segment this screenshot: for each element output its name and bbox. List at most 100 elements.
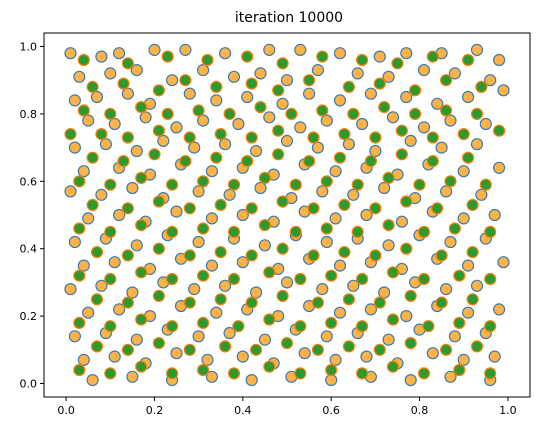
orange-point <box>294 43 307 57</box>
orange-point <box>188 283 201 296</box>
orange-point <box>112 303 126 316</box>
green-point <box>440 343 453 356</box>
orange-point <box>333 47 347 60</box>
green-point <box>121 296 135 309</box>
orange-point <box>294 121 307 134</box>
green-point <box>404 337 417 350</box>
green-point <box>197 316 210 329</box>
green-point <box>382 219 395 232</box>
orange-point <box>130 239 143 252</box>
y-tick-label: 0.0 <box>20 378 38 391</box>
orange-point <box>64 185 77 198</box>
green-point <box>250 343 263 356</box>
orange-point <box>130 333 143 346</box>
orange-point <box>444 235 457 249</box>
green-point <box>152 84 165 97</box>
orange-point <box>426 347 439 360</box>
orange-point <box>484 74 497 87</box>
axes-frame <box>43 32 531 398</box>
orange-point <box>205 259 218 272</box>
orange-point <box>382 333 395 346</box>
green-point <box>386 360 400 373</box>
green-point <box>333 151 347 164</box>
green-point <box>272 84 285 97</box>
green-point <box>245 296 258 309</box>
green-point <box>325 363 338 377</box>
orange-point <box>121 87 135 100</box>
orange-point <box>68 141 82 154</box>
green-point <box>272 124 285 137</box>
green-point <box>409 107 422 121</box>
green-point <box>400 195 413 208</box>
x-tick-label: 0.8 <box>411 404 429 417</box>
orange-point <box>444 370 457 383</box>
orange-point <box>236 350 249 363</box>
green-point <box>470 340 484 353</box>
orange-point <box>68 330 82 343</box>
green-point <box>121 343 135 356</box>
orange-point <box>245 374 258 387</box>
orange-point <box>431 97 444 110</box>
green-point <box>73 175 86 188</box>
orange-point <box>457 165 470 178</box>
green-point <box>369 131 382 144</box>
green-point <box>453 269 466 282</box>
green-point <box>135 219 148 232</box>
green-point <box>152 289 165 302</box>
x-tick-label: 0.2 <box>146 404 164 417</box>
green-point <box>316 50 329 63</box>
green-point <box>183 343 196 356</box>
green-point <box>276 195 289 208</box>
green-point <box>395 124 408 137</box>
y-tick-label: 0.2 <box>20 310 38 323</box>
green-point <box>351 225 364 238</box>
orange-point <box>497 256 510 269</box>
orange-point <box>382 239 395 252</box>
orange-point <box>329 353 342 366</box>
green-point <box>64 128 77 141</box>
green-point <box>417 225 431 238</box>
orange-point <box>329 165 342 178</box>
orange-point <box>130 63 143 77</box>
green-point <box>152 195 165 208</box>
orange-point <box>68 94 82 107</box>
green-point <box>351 178 364 191</box>
orange-point <box>112 208 126 222</box>
y-tick-label: 0.6 <box>20 175 38 188</box>
orange-point <box>400 90 413 104</box>
orange-point <box>241 90 254 104</box>
green-point <box>135 266 148 279</box>
green-point <box>104 107 117 121</box>
green-point <box>232 320 245 333</box>
orange-point <box>311 141 324 154</box>
green-point <box>73 316 86 329</box>
orange-point <box>378 286 391 299</box>
orange-point <box>493 161 506 174</box>
green-point <box>342 80 355 94</box>
orange-point <box>263 111 276 124</box>
green-point <box>179 155 192 168</box>
orange-point <box>254 67 267 80</box>
orange-point <box>250 144 263 158</box>
orange-point <box>192 235 205 249</box>
green-point <box>276 57 289 70</box>
green-point <box>245 131 258 144</box>
orange-point <box>440 283 453 296</box>
green-point <box>227 225 241 238</box>
orange-point <box>192 330 205 343</box>
orange-point <box>360 208 373 222</box>
orange-point <box>170 121 183 134</box>
green-point <box>320 175 333 188</box>
green-point <box>263 360 276 373</box>
green-point <box>135 360 148 373</box>
green-point <box>166 367 179 380</box>
green-point <box>373 77 386 90</box>
orange-point <box>320 235 333 249</box>
orange-point <box>360 350 373 363</box>
green-point <box>135 313 148 326</box>
green-point <box>448 222 461 235</box>
green-point <box>135 100 148 114</box>
green-point <box>431 202 444 215</box>
green-point <box>121 57 135 70</box>
